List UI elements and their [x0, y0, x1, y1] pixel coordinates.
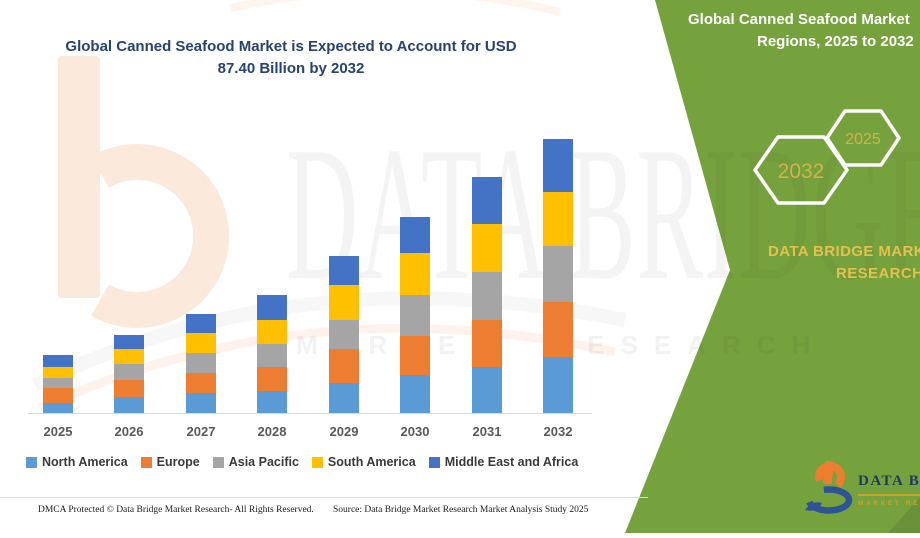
legend-label: Middle East and Africa — [444, 455, 579, 469]
legend-item: Middle East and Africa — [428, 455, 579, 469]
bar-segment — [186, 373, 216, 393]
bar-segment — [543, 139, 573, 192]
stacked-bar-2029 — [329, 256, 359, 414]
stacked-bar-2031 — [472, 177, 502, 414]
legend-label: South America — [327, 455, 416, 469]
x-axis-label-2029: 2029 — [329, 424, 359, 439]
panel-heading-line2: Regions, 2025 to 2032 — [757, 33, 914, 50]
bar-segment — [329, 349, 359, 383]
bar-segment — [400, 375, 430, 414]
bar-segment — [43, 403, 73, 414]
bar-segment — [114, 349, 144, 364]
x-axis-label-2031: 2031 — [472, 424, 502, 439]
bar-segment — [400, 253, 430, 295]
legend-item: South America — [311, 455, 416, 469]
bar-segment — [257, 391, 287, 414]
legend-swatch — [26, 456, 37, 468]
logo-underline — [858, 494, 920, 496]
panel-heading-line1: Global Canned Seafood Market — [688, 11, 910, 28]
stacked-bar-2026 — [114, 335, 144, 414]
hexagon-2032-shape — [753, 135, 849, 205]
stacked-bar-2025 — [43, 355, 73, 414]
legend-swatch — [212, 456, 224, 468]
bar-segment — [400, 217, 430, 253]
bar-segment — [472, 224, 502, 272]
bar-segment — [257, 320, 287, 344]
footer-dmca-text: DMCA Protected © Data Bridge Market Rese… — [38, 505, 314, 515]
bar-segment — [543, 302, 573, 357]
brand-name-line2: RESEARCH — [836, 265, 920, 282]
legend-swatch — [140, 456, 152, 468]
bar-segment — [472, 320, 502, 367]
chart-title: Global Canned Seafood Market is Expected… — [30, 36, 552, 80]
bar-segment — [543, 357, 573, 414]
footer-divider — [0, 497, 648, 498]
dbmr-logo-icon — [805, 460, 853, 514]
bar-segment — [114, 335, 144, 349]
x-axis-label-2026: 2026 — [114, 424, 144, 439]
footer-source-text: Source: Data Bridge Market Research Mark… — [333, 505, 589, 515]
logo-subtext: MARKET RESEARCH — [858, 500, 920, 507]
bar-segment — [472, 272, 502, 320]
legend-item: Europe — [140, 455, 200, 469]
bar-segment — [186, 393, 216, 414]
legend-item: North America — [26, 455, 128, 469]
bar-segment — [329, 285, 359, 320]
bar-segment — [329, 320, 359, 349]
legend-swatch — [428, 456, 440, 468]
bar-segment — [114, 364, 144, 380]
hexagon-2032-year: 2032 — [778, 160, 825, 183]
stacked-bar-2027 — [186, 314, 216, 414]
x-axis-label-2028: 2028 — [257, 424, 287, 439]
stacked-bar-2032 — [543, 139, 573, 414]
hexagon-2025-year: 2025 — [845, 131, 881, 148]
legend-label: Asia Pacific — [228, 455, 299, 469]
logo-b-bowl — [815, 462, 845, 492]
logo-wordmark: DATA BRIDGE — [858, 473, 920, 489]
bar-segment — [114, 380, 144, 397]
bar-segment — [43, 388, 73, 403]
bar-segment — [43, 378, 73, 388]
chart-title-line1: Global Canned Seafood Market is Expected… — [65, 38, 517, 55]
stacked-bar-2028 — [257, 295, 287, 414]
x-axis-label-2030: 2030 — [400, 424, 430, 439]
bar-segment — [472, 177, 502, 224]
bar-segment — [186, 314, 216, 333]
bar-segment — [186, 333, 216, 353]
legend: North America Europe Asia Pacific South Ame… — [26, 455, 578, 469]
bar-segment — [329, 383, 359, 414]
bar-segment — [472, 367, 502, 414]
stacked-bar-2030 — [400, 217, 430, 414]
bar-segment — [400, 336, 430, 375]
year-hexagons: 2032 2025 — [753, 109, 901, 205]
bar-segment — [186, 353, 216, 373]
chart-title-line2: 87.40 Billion by 2032 — [217, 60, 365, 77]
legend-label: North America — [42, 455, 128, 469]
legend-swatch — [311, 456, 323, 468]
brand-name-line1: DATA BRIDGE MARKET — [768, 243, 920, 260]
x-axis-label-2032: 2032 — [543, 424, 573, 439]
bar-segment — [329, 256, 359, 285]
bar-segment — [257, 344, 287, 367]
x-axis-line — [28, 413, 592, 414]
bar-segment — [543, 192, 573, 246]
x-axis-label-2025: 2025 — [43, 424, 73, 439]
x-axis-label-2027: 2027 — [186, 424, 216, 439]
legend-item: Asia Pacific — [212, 455, 299, 469]
plot-area — [43, 139, 573, 414]
bar-segment — [43, 355, 73, 367]
bar-segment — [114, 397, 144, 414]
hexagon-2025-shape — [825, 109, 901, 167]
bar-segment — [543, 246, 573, 302]
bar-segment — [43, 367, 73, 378]
bar-segment — [257, 295, 287, 320]
logo-d-swoosh — [805, 486, 853, 514]
bar-segment — [257, 367, 287, 391]
bar-segment — [400, 295, 430, 336]
legend-label: Europe — [156, 455, 200, 469]
logo-leaf — [805, 502, 822, 511]
